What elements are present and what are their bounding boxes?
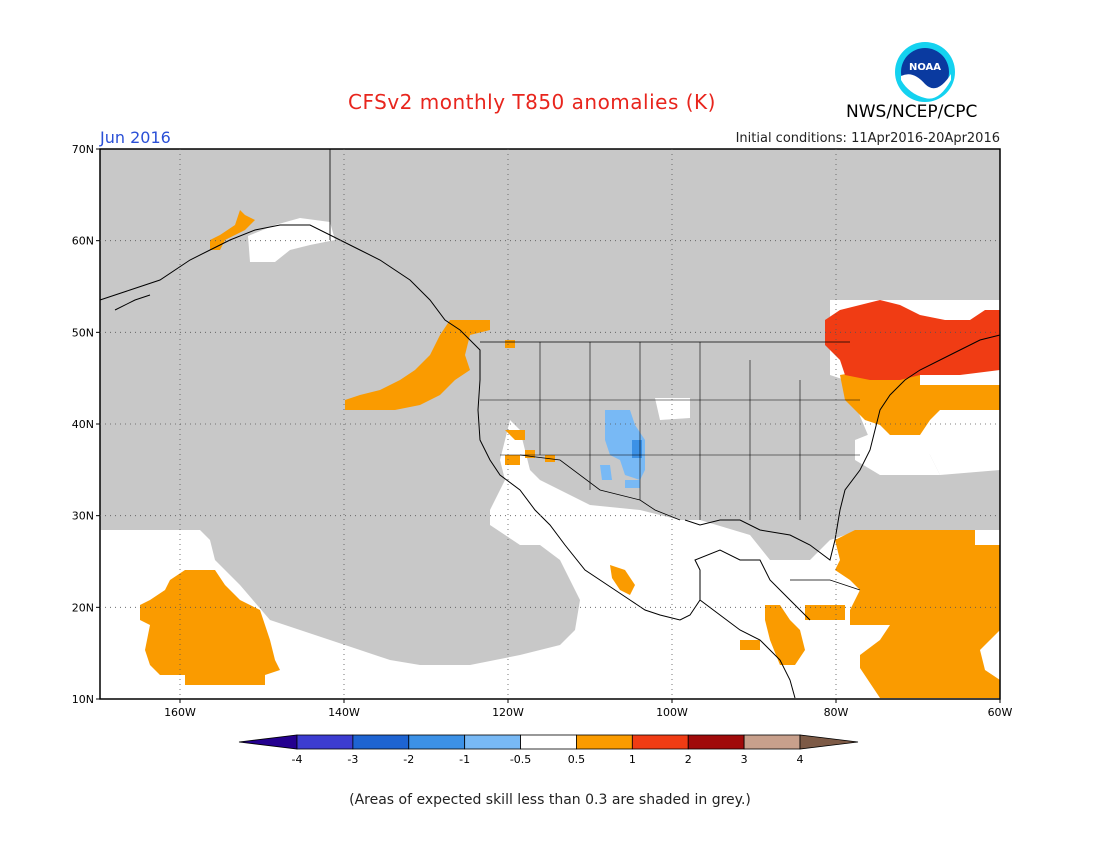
lon-tick-label: 80W: [824, 706, 849, 719]
coastlines: [99, 149, 1001, 699]
colorbar-swatch: [687, 734, 745, 750]
agency-label: NWS/NCEP/CPC: [846, 102, 978, 122]
colorbar-swatch: [464, 734, 521, 750]
colorbar-tick-label: 4: [797, 753, 804, 766]
colorbar-extend-low: [238, 734, 298, 750]
lon-tick-label: 160W: [164, 706, 196, 719]
colorbar-tick-label: -0.5: [510, 753, 531, 766]
longitude-axis: 160W 140W 120W 100W 80W 60W: [164, 699, 1013, 719]
colorbar-tick-label: -4: [292, 753, 303, 766]
skill-caption: (Areas of expected skill less than 0.3 a…: [349, 792, 751, 808]
colorbar-tick-label: 0.5: [568, 753, 586, 766]
latitude-axis: 70N 60N 50N 40N 30N 20N 10N: [72, 143, 100, 706]
forecast-month-label: Jun 2016: [100, 128, 171, 147]
lat-tick-label: 10N: [72, 693, 94, 706]
lat-tick-label: 20N: [72, 601, 94, 614]
initial-conditions-label: Initial conditions: 11Apr2016-20Apr2016: [735, 131, 1000, 146]
colorbar-swatch: [296, 734, 354, 750]
colorbar-tick-label: 2: [685, 753, 692, 766]
noaa-logo-text: NOAA: [909, 62, 941, 73]
lon-tick-label: 100W: [656, 706, 688, 719]
colorbar-tick-label: -1: [459, 753, 470, 766]
colorbar-tick-label: -2: [403, 753, 414, 766]
lat-tick-label: 60N: [72, 235, 94, 248]
anomaly-positive-0-5: [140, 210, 1000, 698]
lon-tick-label: 140W: [328, 706, 360, 719]
anomaly-negative-1: [632, 440, 642, 458]
state-borders: [480, 342, 860, 520]
colorbar-swatch: [520, 734, 577, 750]
colorbar-swatch: [743, 734, 801, 750]
graticule: [100, 149, 1000, 699]
colorbar-tick-label: 1: [629, 753, 636, 766]
colorbar-swatch: [631, 734, 689, 750]
neutral-areas: [248, 218, 940, 475]
colorbar-legend: -4 -3 -2 -1 -0.5 0.5 1 2 3 4: [238, 734, 859, 766]
lon-tick-label: 120W: [492, 706, 524, 719]
colorbar-extend-high: [799, 734, 859, 750]
lon-tick-label: 60W: [988, 706, 1013, 719]
map-title: CFSv2 monthly T850 anomalies (K): [348, 90, 716, 114]
lat-tick-label: 30N: [72, 510, 94, 523]
colorbar-swatch: [408, 734, 466, 750]
anomaly-positive-1: [825, 300, 1000, 380]
lat-tick-label: 40N: [72, 418, 94, 431]
lat-tick-label: 50N: [72, 326, 94, 339]
lat-tick-label: 70N: [72, 143, 94, 156]
colorbar-tick-label: 3: [741, 753, 748, 766]
noaa-logo: NOAA: [895, 42, 955, 102]
colorbar-swatch: [576, 734, 633, 750]
colorbar-swatch: [352, 734, 410, 750]
anomaly-negative-0-5: [600, 410, 645, 488]
colorbar-tick-label: -3: [347, 753, 358, 766]
